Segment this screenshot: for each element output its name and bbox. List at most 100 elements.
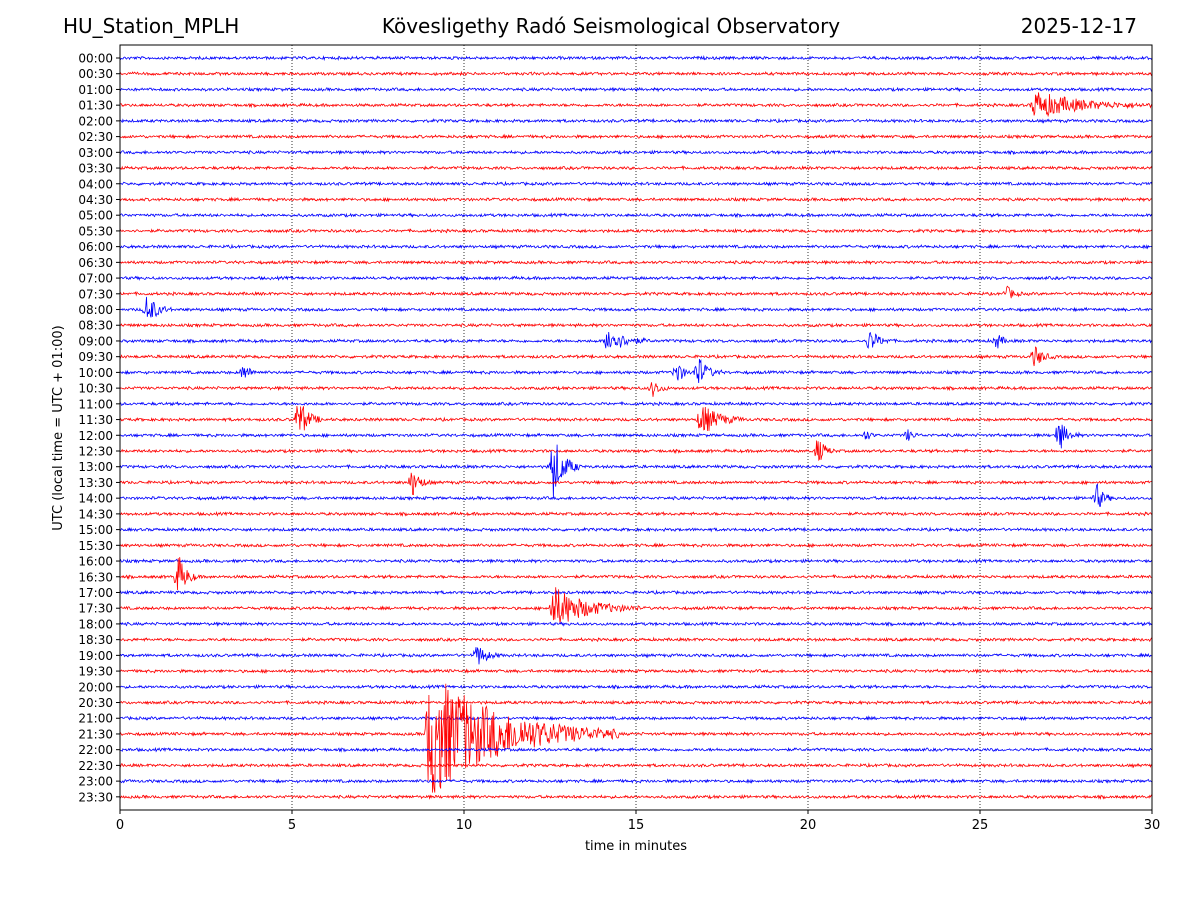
y-tick-label: 18:30 [78, 633, 113, 647]
y-tick-label: 23:30 [78, 790, 113, 804]
x-tick-label: 0 [116, 818, 124, 833]
trace-0930 [120, 346, 1152, 367]
y-tick-label: 22:00 [78, 743, 113, 757]
trace-0100 [120, 86, 1152, 93]
trace-0300 [120, 149, 1152, 156]
trace-2230 [120, 762, 1152, 769]
trace-2130 [120, 683, 1152, 793]
chart-title: Kövesligethy Radó Seismological Observat… [381, 14, 841, 38]
y-tick-label: 13:00 [78, 460, 113, 474]
trace-2000 [120, 683, 1152, 690]
trace-1230 [120, 440, 1152, 462]
trace-0600 [120, 243, 1152, 250]
trace-1100 [120, 400, 1152, 407]
trace-2100 [120, 715, 1152, 722]
y-tick-label: 12:30 [78, 445, 113, 459]
trace-0000 [120, 54, 1152, 62]
y-tick-label: 12:00 [78, 429, 113, 443]
y-tick-label: 06:30 [78, 256, 113, 270]
trace-0900 [120, 331, 1152, 349]
trace-1830 [120, 636, 1152, 643]
y-tick-label: 21:30 [78, 727, 113, 741]
trace-1300 [120, 444, 1152, 499]
y-tick-label: 00:00 [78, 52, 113, 66]
y-tick-label: 03:30 [78, 162, 113, 176]
trace-2030 [120, 699, 1152, 706]
y-tick-label: 19:30 [78, 665, 113, 679]
y-tick-label: 04:00 [78, 177, 113, 191]
y-tick-label: 19:00 [78, 649, 113, 663]
y-tick-label: 05:00 [78, 209, 113, 223]
y-tick-label: 08:30 [78, 319, 113, 333]
trace-0230 [120, 133, 1152, 140]
trace-2300 [120, 778, 1152, 784]
trace-1600 [120, 558, 1152, 564]
seismic-traces [120, 54, 1152, 801]
y-tick-label: 03:00 [78, 146, 113, 160]
x-axis-ticks: 0 5 10 15 20 25 30 [116, 810, 1160, 833]
trace-2200 [120, 746, 1152, 753]
y-tick-label: 09:30 [78, 350, 113, 364]
y-tick-label: 23:00 [78, 775, 113, 789]
trace-0330 [120, 164, 1152, 171]
trace-0530 [120, 227, 1152, 234]
y-axis-label: UTC (local time = UTC + 01:00) [51, 325, 66, 530]
trace-0630 [120, 259, 1152, 266]
trace-2330 [120, 794, 1152, 801]
x-tick-label: 15 [628, 818, 645, 833]
y-tick-label: 01:00 [78, 83, 113, 97]
y-tick-label: 16:00 [78, 555, 113, 569]
trace-1430 [120, 511, 1152, 517]
trace-1030 [120, 382, 1152, 397]
trace-0730 [120, 285, 1152, 299]
y-tick-label: 04:30 [78, 193, 113, 207]
station-label: HU_Station_MPLH [63, 14, 240, 38]
trace-0800 [120, 296, 1152, 318]
trace-0400 [120, 180, 1152, 187]
x-tick-label: 20 [800, 818, 817, 833]
y-tick-label: 14:30 [78, 507, 113, 521]
y-tick-label: 18:00 [78, 617, 113, 631]
trace-0430 [120, 196, 1152, 203]
trace-1330 [120, 472, 1152, 496]
trace-1700 [120, 589, 1152, 596]
trace-1800 [120, 621, 1152, 627]
trace-0830 [120, 322, 1152, 329]
trace-1000 [120, 359, 1152, 384]
y-tick-label: 17:00 [78, 586, 113, 600]
y-tick-label: 02:30 [78, 130, 113, 144]
trace-1730 [120, 587, 1152, 624]
x-tick-label: 25 [972, 818, 989, 833]
y-tick-label: 10:30 [78, 382, 113, 396]
y-tick-label: 21:00 [78, 712, 113, 726]
y-tick-label: 07:00 [78, 272, 113, 286]
y-tick-label: 02:00 [78, 114, 113, 128]
trace-1530 [120, 542, 1152, 549]
y-tick-label: 10:00 [78, 366, 113, 380]
trace-1200 [120, 424, 1152, 449]
y-tick-label: 17:30 [78, 602, 113, 616]
grid-lines [291, 45, 981, 810]
y-tick-label: 13:30 [78, 476, 113, 490]
trace-1130 [120, 405, 1152, 431]
trace-0700 [120, 275, 1152, 282]
y-tick-label: 06:00 [78, 240, 113, 254]
y-tick-label: 01:30 [78, 99, 113, 113]
trace-1630 [120, 557, 1152, 591]
y-tick-label: 07:30 [78, 287, 113, 301]
trace-1900 [120, 647, 1152, 665]
y-tick-label: 15:30 [78, 539, 113, 553]
x-axis-label: time in minutes [585, 839, 687, 854]
y-tick-label: 15:00 [78, 523, 113, 537]
trace-1400 [120, 483, 1152, 507]
trace-1930 [120, 668, 1152, 675]
date-label: 2025-12-17 [1020, 14, 1137, 38]
y-tick-label: 22:30 [78, 759, 113, 773]
y-tick-label: 11:30 [78, 413, 113, 427]
trace-0200 [120, 117, 1152, 124]
y-tick-label: 00:30 [78, 67, 113, 81]
y-tick-label: 05:30 [78, 224, 113, 238]
trace-0130 [120, 92, 1152, 118]
